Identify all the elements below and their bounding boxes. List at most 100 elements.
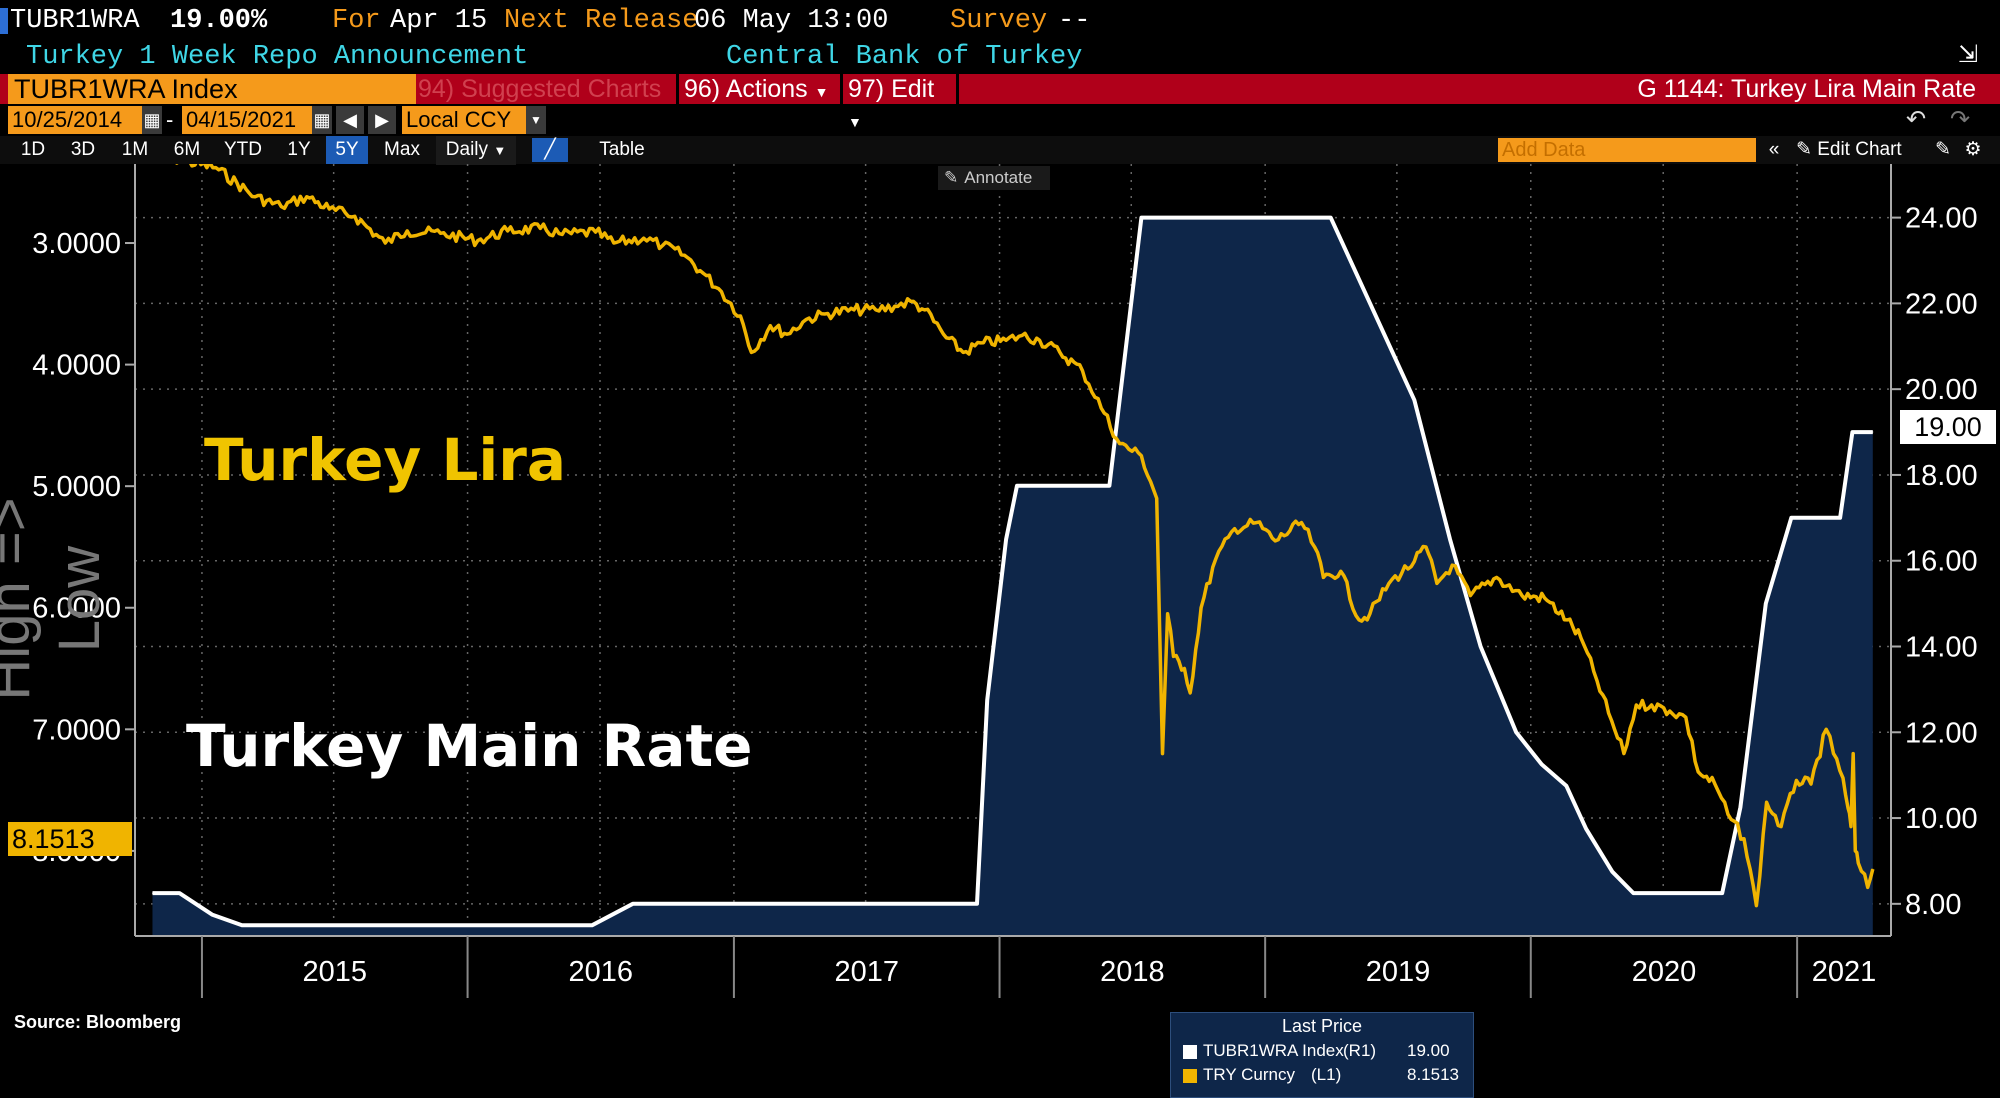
left-tick-label: 7.0000 — [32, 714, 121, 746]
year-label: 2021 — [1812, 956, 1877, 988]
lira-point — [1727, 813, 1729, 815]
table-button[interactable]: Table — [580, 136, 664, 164]
lira-point — [1635, 704, 1637, 706]
rate-point — [151, 892, 153, 894]
left-tick-label: 3.0000 — [32, 228, 121, 260]
lira-point — [1005, 339, 1007, 341]
calendar-icon[interactable]: ▦ — [312, 106, 332, 134]
lira-point — [1580, 637, 1582, 639]
lira-point — [1215, 558, 1217, 560]
rate-point — [1565, 785, 1567, 787]
end-date-text: 04/15/2021 — [186, 107, 297, 132]
suggested-charts-button[interactable]: 94) Suggested Charts — [418, 74, 668, 104]
lira-last-value-tag: 8.1513 — [8, 822, 132, 856]
next-period-button[interactable]: ▶ — [368, 106, 396, 134]
period-3d[interactable]: 3D — [62, 136, 104, 164]
currency-select[interactable]: Local CCY — [402, 106, 526, 134]
period-6m[interactable]: 6M — [164, 136, 210, 164]
lira-point — [477, 240, 479, 242]
rate-point — [976, 903, 978, 905]
command-bar: TUBR1WRA Index 94) Suggested Charts 96) … — [0, 74, 2000, 130]
lira-point — [1685, 716, 1687, 718]
period-toolbar: 1D 3D 1M 6M YTD 1Y 5Y Max Daily ▼ ╱ Tabl… — [0, 136, 2000, 165]
security-description: Turkey 1 Week Repo Announcement — [26, 42, 529, 72]
redo-icon[interactable]: ↷ — [1950, 106, 1971, 133]
lira-point — [595, 231, 597, 233]
edit-menu[interactable]: 97) Edit ▼ — [848, 74, 948, 137]
add-data-placeholder: Add Data — [1502, 139, 1586, 161]
rate-point — [1611, 871, 1613, 873]
add-data-input[interactable]: Add Data — [1498, 138, 1756, 162]
year-label: 2019 — [1366, 956, 1431, 988]
lira-point — [1566, 619, 1568, 621]
ticker-label[interactable]: TUBR1WRA — [10, 6, 140, 36]
period-label: 6M — [173, 139, 201, 160]
annotate-label: Annotate — [964, 168, 1033, 187]
lira-point — [1172, 655, 1174, 657]
lira-point — [1623, 753, 1625, 755]
rate-point — [1449, 538, 1451, 540]
right-tick-label: 18.00 — [1905, 460, 1978, 492]
lira-point — [1810, 783, 1812, 785]
left-tick-label: 5.0000 — [32, 471, 121, 503]
lira-point — [1755, 905, 1757, 907]
lira-point — [561, 234, 563, 236]
edit-chart-button[interactable]: ✎ Edit Chart — [1796, 136, 1936, 164]
chevron-down-icon: ▼ — [814, 84, 829, 100]
end-date-field[interactable]: 04/15/2021 — [182, 106, 312, 134]
edit-icon[interactable]: ✎ — [1935, 139, 1951, 160]
lira-point — [1183, 668, 1185, 670]
rate-point — [591, 924, 593, 926]
right-tick-label: 12.00 — [1905, 717, 1978, 749]
legend-value: 19.00 — [1407, 1041, 1450, 1060]
chevron-down-icon: ▼ — [493, 143, 507, 158]
legend-swatch — [1183, 1069, 1197, 1083]
lira-point — [1850, 826, 1852, 828]
rate-point — [1413, 399, 1415, 401]
rate-point — [1140, 217, 1142, 219]
actions-menu[interactable]: 96) Actions ▼ — [684, 74, 834, 107]
legend-series-name: TRY Curncy — [1203, 1065, 1295, 1084]
security-field[interactable]: TUBR1WRA Index — [8, 74, 416, 104]
legend-series-name: TUBR1WRA Index — [1203, 1041, 1344, 1060]
rate-point — [1480, 646, 1482, 647]
date-dash: - — [166, 107, 174, 132]
lira-point — [1544, 597, 1546, 599]
right-tick-label: 24.00 — [1905, 203, 1978, 235]
period-1d[interactable]: 1D — [12, 136, 54, 164]
collapse-icon[interactable]: « — [1768, 139, 1780, 160]
rate-point — [1515, 731, 1517, 733]
undo-icon[interactable]: ↶ — [1906, 106, 1927, 133]
next-release-label: Next Release — [504, 6, 699, 36]
lira-point — [1413, 561, 1415, 563]
lira-point — [1314, 546, 1316, 548]
period-1y[interactable]: 1Y — [278, 136, 320, 164]
rate-last-value-tag: 19.00 — [1900, 410, 1996, 444]
lira-point — [1274, 540, 1276, 542]
lira-point — [1436, 582, 1438, 584]
period-1m[interactable]: 1M — [114, 136, 156, 164]
line-chart-icon[interactable]: ╱ — [532, 138, 568, 162]
annotate-button[interactable]: ✎ Annotate — [938, 166, 1050, 190]
lira-point — [1301, 522, 1303, 524]
prev-period-button[interactable]: ◀ — [336, 106, 364, 134]
right-tick-label: 20.00 — [1905, 374, 1978, 406]
lira-point — [769, 325, 771, 327]
chart-title-text: G 1144: Turkey Lira Main Rate — [1637, 75, 1976, 103]
calendar-icon[interactable]: ▦ — [142, 106, 162, 134]
frequency-select[interactable]: Daily ▼ — [436, 136, 516, 165]
period-5y[interactable]: 5Y — [326, 136, 368, 164]
export-icon[interactable]: ⇲ — [1958, 43, 1979, 70]
lira-point — [384, 242, 386, 244]
focus-marker — [0, 8, 8, 34]
start-date-field[interactable]: 10/25/2014 — [8, 106, 142, 134]
gear-icon[interactable]: ⚙ — [1964, 139, 1982, 160]
period-max[interactable]: Max — [376, 136, 428, 164]
lira-point — [306, 196, 308, 198]
source-note: Source: Bloomberg — [14, 1012, 182, 1032]
lira-point — [1103, 412, 1105, 414]
lira-point — [539, 227, 541, 229]
lira-point — [254, 196, 256, 198]
period-ytd[interactable]: YTD — [218, 136, 268, 164]
chevron-down-icon[interactable]: ▼ — [526, 106, 546, 134]
